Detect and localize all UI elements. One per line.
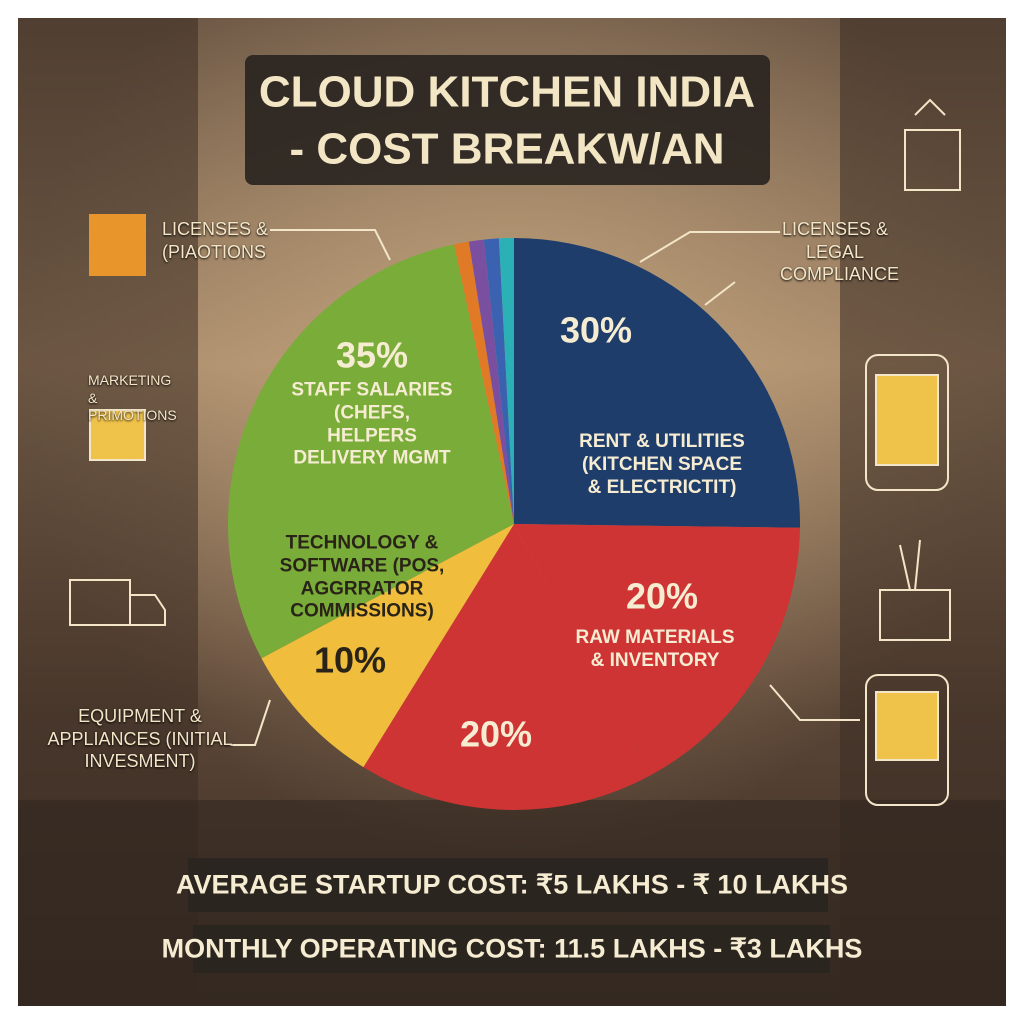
- data-label: 20%: [459, 713, 533, 755]
- footer-box: [193, 925, 830, 973]
- slice-label: RENT & UTILITIES (KITCHEN SPACE & ELECTR…: [579, 430, 745, 498]
- data-label: 35%: [335, 334, 409, 376]
- pie-slice: [363, 524, 652, 810]
- annotation: LICENSES & LEGAL COMPLIANCE: [780, 219, 900, 284]
- slice-label: RAW MATERIALS & INVENTORY: [575, 627, 735, 671]
- icon-noodle-box: [879, 539, 951, 641]
- footer-box: [188, 858, 828, 912]
- chart-subtitle: - COST BREAKW/AN: [289, 125, 724, 174]
- footer-text: AVERAGE STARTUP COST: ₹5 LAKHS - ₹ 10 LA…: [176, 869, 848, 900]
- pie-slice: [261, 524, 514, 768]
- data-label: 20%: [625, 575, 699, 617]
- slice-label: STAFF SALARIES (CHEFS, HELPERS DELIVERY …: [291, 379, 453, 469]
- leader-line: [769, 684, 860, 721]
- data-label: 30%: [559, 309, 633, 351]
- data-label: 10%: [313, 639, 387, 681]
- leader-line: [639, 231, 780, 263]
- pie-slice: [228, 244, 514, 659]
- pie-slice: [514, 238, 800, 528]
- leader-line: [230, 699, 271, 746]
- annotation: LICENSES & (PIAOTIONS: [162, 219, 269, 262]
- icon-box: [89, 214, 146, 276]
- icon-phone: [865, 674, 949, 806]
- pie-slice: [483, 238, 514, 524]
- icon-screen: [875, 691, 939, 761]
- decorations: [69, 98, 961, 806]
- chart-title: CLOUD KITCHEN INDIA: [259, 68, 755, 117]
- annotation: EQUIPMENT & APPLIANCES (INITIAL INVESMEN…: [47, 706, 233, 771]
- pie-slice: [514, 524, 800, 775]
- footer-text: MONTHLY OPERATING COST: 11.5 LAKHS - ₹3 …: [161, 933, 863, 964]
- leader-line: [270, 229, 391, 261]
- pie: [228, 238, 800, 810]
- icon-van: [69, 579, 166, 626]
- icon-box: [89, 409, 146, 461]
- annotation: MARKETING & PRIMOTIONS: [88, 372, 177, 423]
- icon-screen: [875, 374, 939, 466]
- icon-food-box: [904, 98, 961, 191]
- pie-slice: [468, 239, 514, 525]
- pie-slice: [454, 241, 514, 524]
- slice-label: TECHNOLOGY & SOFTWARE (POS, AGGRRATOR CO…: [279, 532, 445, 622]
- leader-line: [704, 281, 736, 306]
- title-box: [245, 55, 770, 185]
- pie-slice: [498, 238, 514, 524]
- icon-phone: [865, 354, 949, 491]
